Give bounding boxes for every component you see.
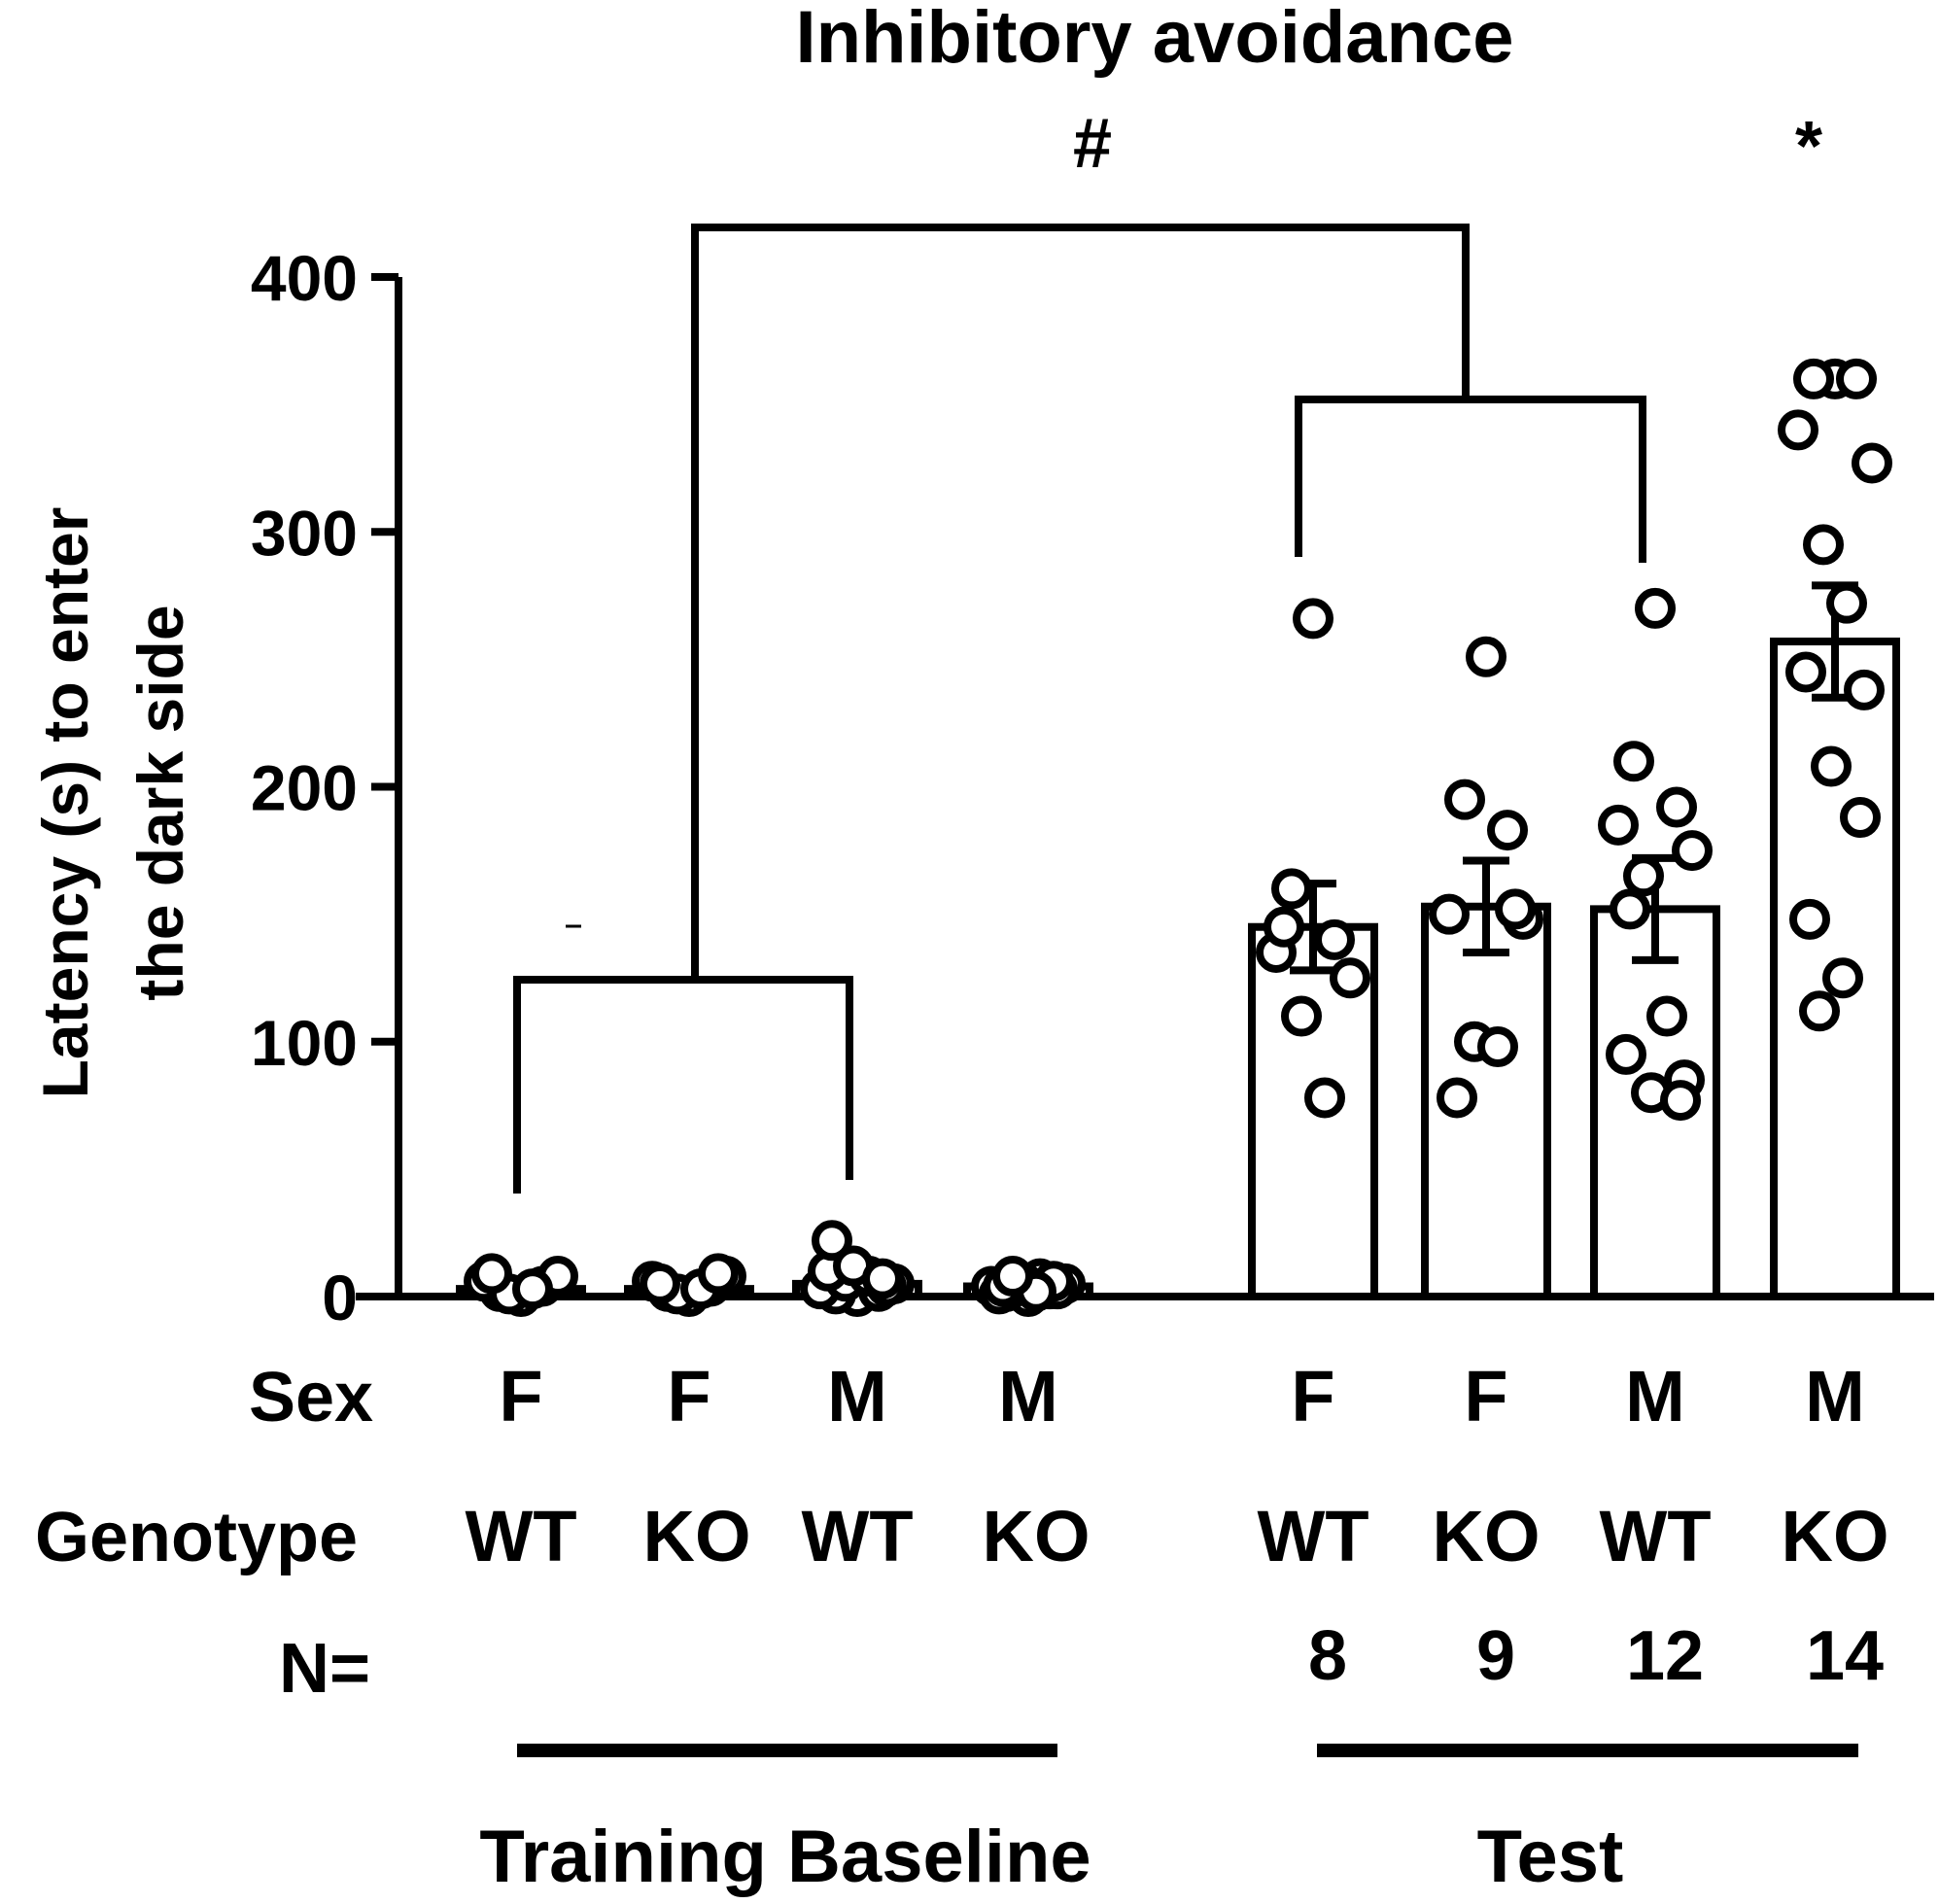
hash-marker: # [1073, 105, 1112, 183]
asterisk-marker: * [1795, 108, 1822, 186]
sex-label: F [1291, 1356, 1334, 1437]
n-label: 14 [1806, 1617, 1884, 1695]
data-point [1437, 1077, 1477, 1119]
data-point [640, 1263, 680, 1304]
y-tick-label: 400 [251, 242, 358, 314]
y-tick-label: 200 [251, 752, 358, 824]
data-point [1330, 957, 1370, 999]
data-point [1844, 669, 1885, 710]
data-point [1606, 1033, 1646, 1075]
sex-label: M [1805, 1356, 1865, 1437]
data-point [1466, 636, 1506, 677]
bar-group-test-F-WT [1248, 598, 1378, 1300]
sex-label: M [998, 1356, 1058, 1437]
data-point [1281, 995, 1322, 1037]
y-tick-label: 300 [251, 497, 358, 569]
genotype-label: WT [465, 1496, 576, 1576]
bar-group-training-baseline-M-KO [963, 1256, 1093, 1317]
genotype-label: KO [1782, 1496, 1889, 1576]
data-point [1293, 598, 1333, 640]
data-point [1811, 745, 1852, 787]
data-point [1836, 358, 1877, 399]
data-point [1610, 888, 1650, 930]
data-point [1852, 442, 1892, 484]
sex-label: F [1464, 1356, 1507, 1437]
data-point [1778, 409, 1818, 451]
phase-label-training: Training Baseline [479, 1816, 1091, 1898]
data-point [1477, 1025, 1518, 1067]
sex-label: M [1625, 1356, 1685, 1437]
data-point [812, 1220, 852, 1262]
data-point [1271, 868, 1312, 910]
data-point [471, 1253, 512, 1295]
data-point [1803, 524, 1844, 566]
data-point [1793, 358, 1834, 399]
data-point [1660, 1080, 1701, 1122]
data-point [992, 1256, 1033, 1298]
sex-label: F [499, 1356, 542, 1437]
y-axis-label-line2: the dark side [124, 605, 196, 1000]
sex-label: M [827, 1356, 887, 1437]
data-point [1822, 957, 1863, 999]
n-label: 12 [1626, 1617, 1704, 1695]
bar-series [456, 358, 1900, 1317]
data-point [1264, 906, 1304, 948]
data-point [1304, 1077, 1345, 1119]
genotype-label: KO [983, 1496, 1091, 1576]
data-point [1789, 898, 1830, 940]
data-point [862, 1258, 903, 1299]
n-row-label: N= [279, 1630, 370, 1708]
data-point [1429, 893, 1470, 935]
bar-group-training-baseline-F-WT [456, 1253, 586, 1317]
data-point [1799, 990, 1840, 1032]
data-point [1314, 918, 1355, 960]
data-point [1613, 741, 1654, 782]
data-point [1598, 804, 1639, 846]
bar-group-test-M-KO [1770, 358, 1900, 1300]
genotype-label: WT [1599, 1496, 1711, 1576]
genotype-label: WT [1257, 1496, 1368, 1576]
data-point [1826, 582, 1867, 624]
bar-group-training-baseline-M-WT [792, 1220, 922, 1317]
y-tick-label: 0 [322, 1262, 358, 1333]
y-tick-label: 100 [251, 1007, 358, 1079]
data-point [1623, 855, 1664, 897]
data-point [1672, 830, 1713, 872]
data-point [1646, 995, 1687, 1037]
y-axis-ticks: 0 100 200 300 400 [251, 242, 398, 1333]
data-point [1444, 779, 1485, 820]
category-labels: F WT F KO M WT M KO F WT 8 F KO 9 M WT 12 M KO 14 [465, 1356, 1888, 1695]
sex-label: F [667, 1356, 710, 1437]
n-label: 8 [1308, 1617, 1347, 1695]
data-point [1495, 888, 1536, 930]
bracket-training [513, 976, 853, 1194]
data-point [1656, 786, 1697, 828]
chart-title: Inhibitory avoidance [795, 0, 1513, 79]
significance-brackets [513, 224, 1646, 1194]
bar-group-training-baseline-F-KO [624, 1253, 754, 1317]
genotype-row-label: Genotype [35, 1499, 358, 1576]
data-point [1635, 587, 1676, 629]
data-point [698, 1253, 739, 1295]
genotype-label: KO [1433, 1496, 1541, 1576]
y-axis-label-line1: Latency (s) to enter [29, 507, 101, 1099]
phase-label-test: Test [1477, 1816, 1624, 1898]
n-label: 9 [1476, 1617, 1515, 1695]
bar-group-test-M-WT [1590, 587, 1720, 1300]
bar-group-test-F-KO [1421, 636, 1551, 1300]
data-point [1487, 810, 1528, 851]
genotype-label: WT [801, 1496, 913, 1576]
genotype-label: KO [643, 1496, 751, 1576]
bracket-test [1295, 396, 1646, 563]
sex-row-label: Sex [249, 1359, 373, 1437]
data-point [1785, 651, 1826, 693]
data-point [512, 1268, 553, 1310]
bracket-phase [691, 224, 1470, 980]
data-point [1840, 796, 1881, 838]
